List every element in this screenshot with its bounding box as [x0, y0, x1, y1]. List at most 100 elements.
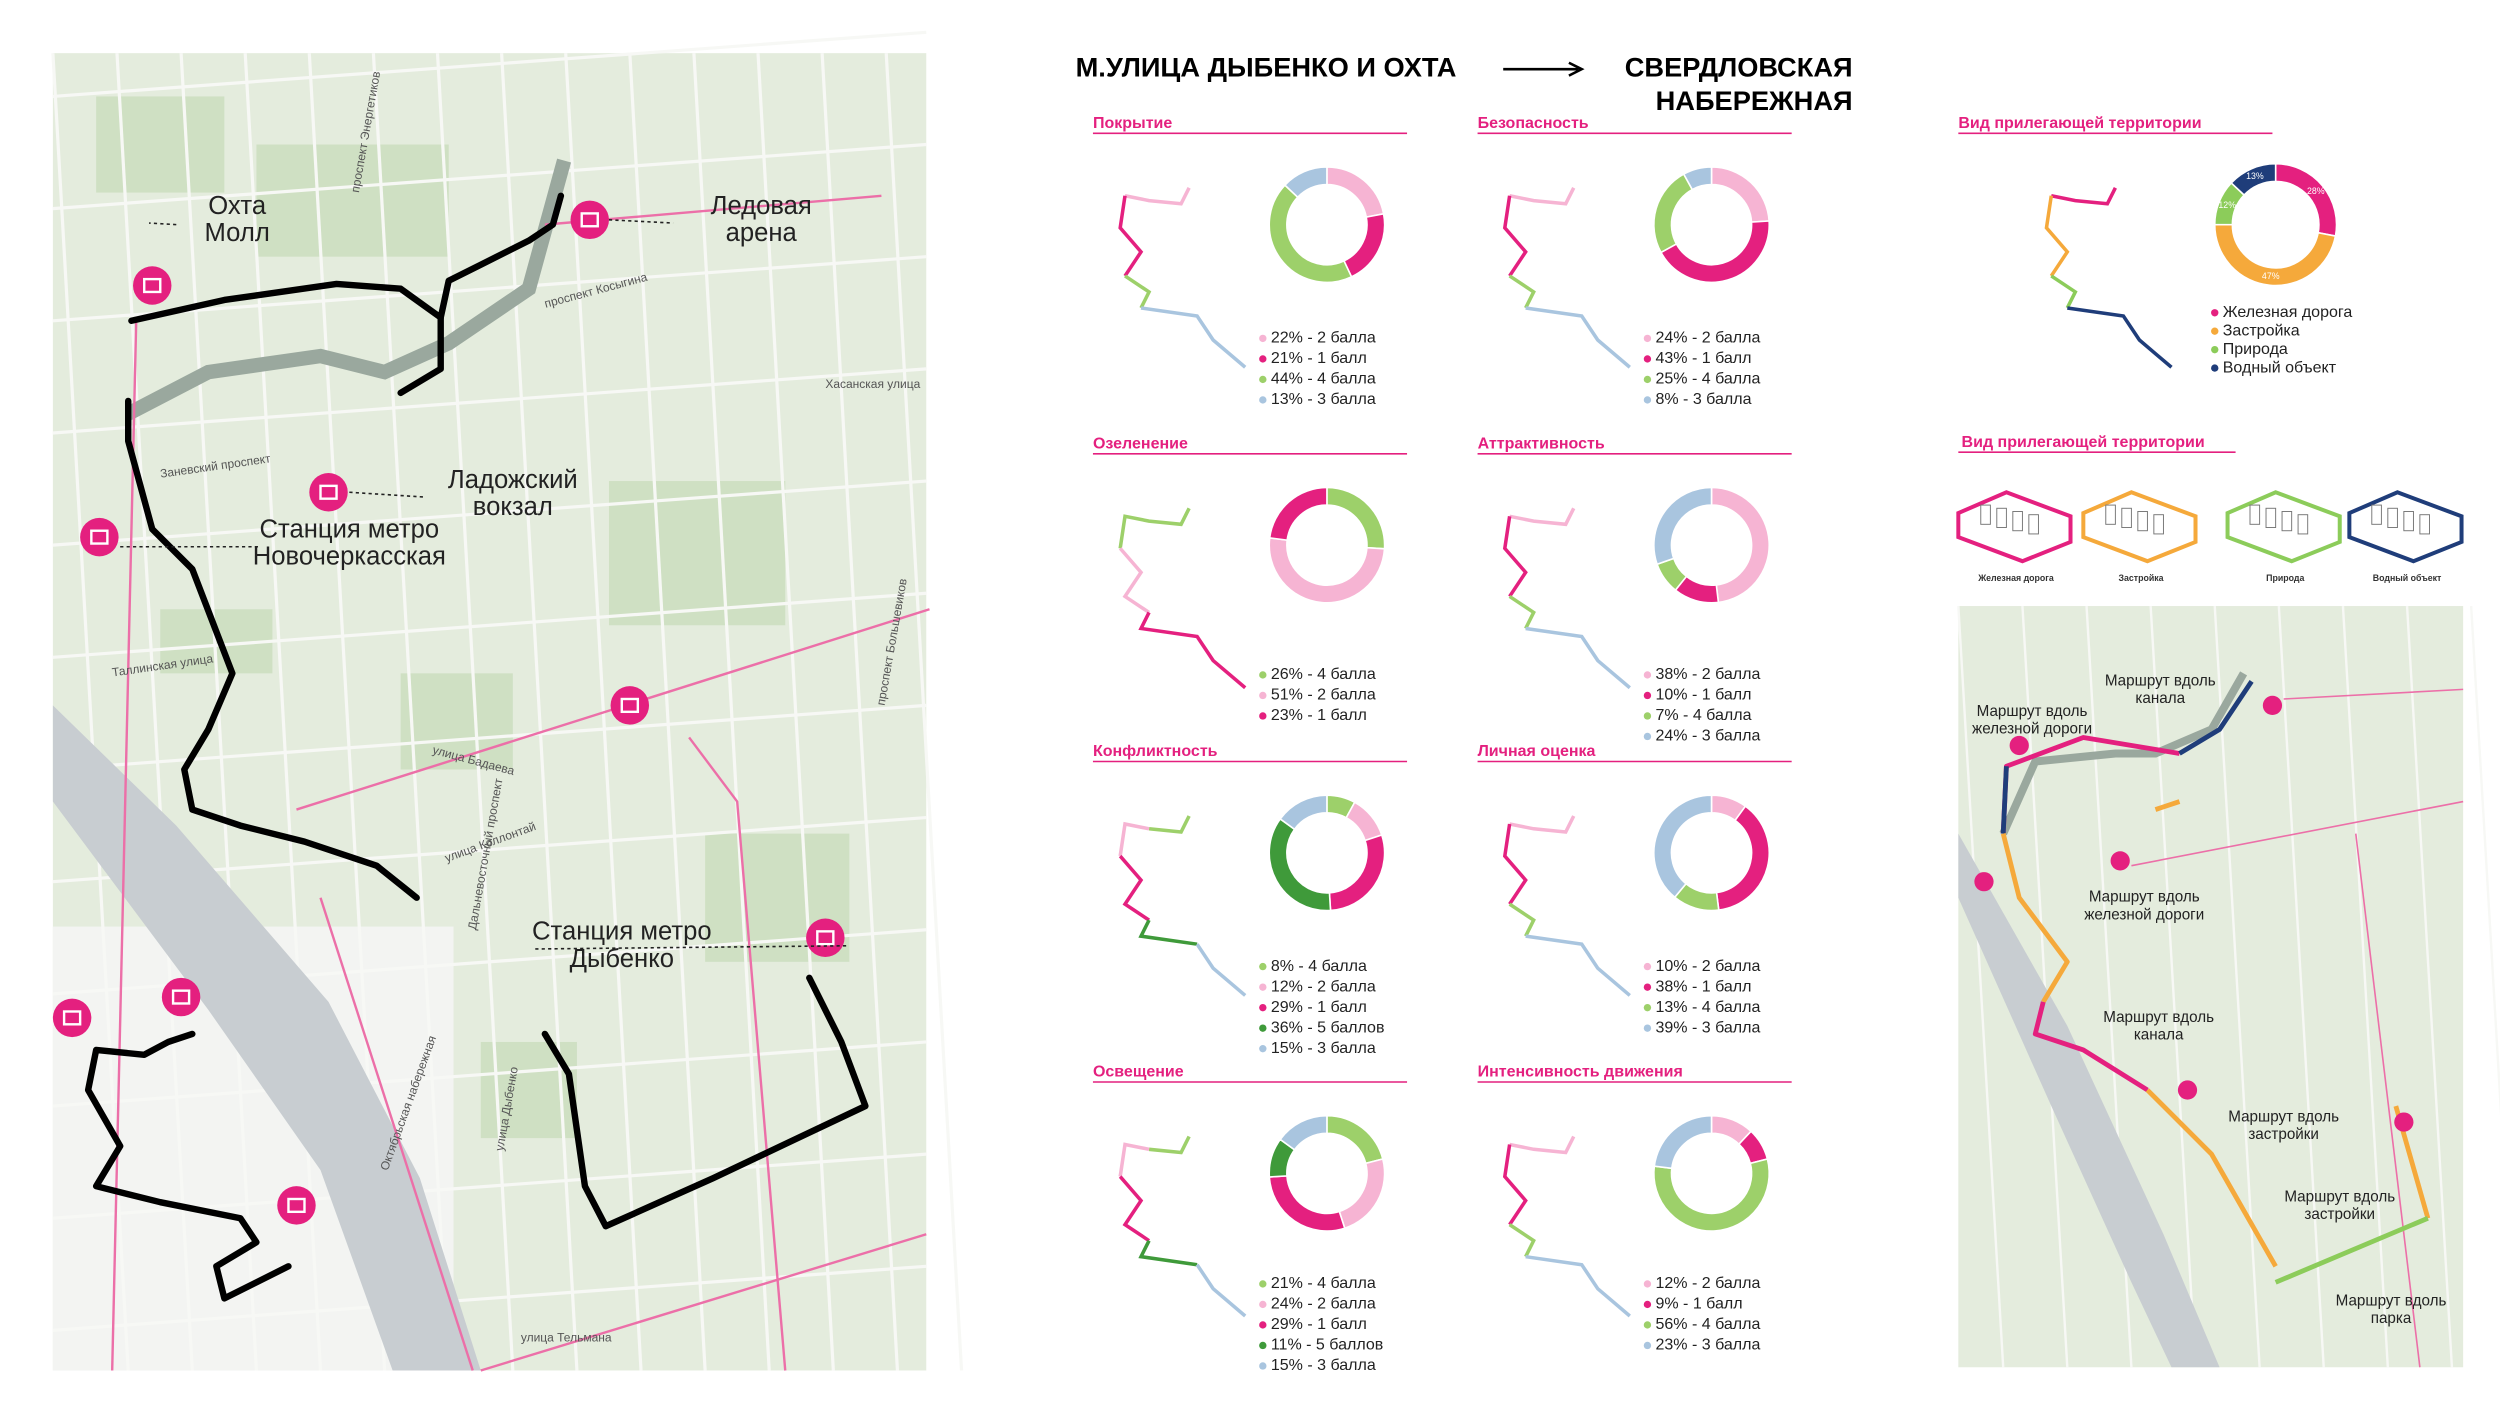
route-label: канала [2134, 1027, 2184, 1044]
route-sketch [1502, 1144, 1528, 1226]
legend-label: 39% - 3 балла [1655, 1018, 1760, 1036]
block-detail [2249, 504, 2261, 525]
route-sketch [1508, 902, 1536, 937]
territory-label: Железная дорога [1977, 573, 2054, 583]
street [2277, 605, 2325, 1368]
segment-label: 12% [2218, 200, 2236, 210]
legend-dot [1259, 1044, 1267, 1053]
route-sketch [1502, 195, 1528, 277]
street [52, 1264, 927, 1333]
legend-label: 12% - 2 балла [1271, 977, 1376, 995]
donut-segment [1710, 486, 1770, 604]
route-sketch [1118, 195, 1144, 277]
legend-label: 24% - 2 балла [1271, 1295, 1376, 1313]
poi-icon [52, 998, 92, 1038]
route-line [397, 314, 444, 397]
route-sketch [1525, 626, 1631, 690]
legend-dot [1643, 1024, 1652, 1032]
donut-segment [1268, 537, 1386, 604]
legend-label: 56% - 4 балла [1655, 1315, 1760, 1333]
legend-dot [1259, 671, 1267, 679]
legend-label: 23% - 1 балл [1271, 706, 1367, 724]
donut-segment [1659, 220, 1770, 284]
legend-dot [1259, 1024, 1267, 1032]
donut-segment [1328, 834, 1386, 912]
poi-icon [161, 977, 201, 1017]
street [2213, 605, 2261, 1368]
river [1958, 833, 2220, 1368]
legend-label: 24% - 2 балла [1655, 329, 1760, 347]
legend-dot [1259, 355, 1267, 363]
route-sketch [1508, 594, 1536, 630]
route-sketch [1140, 306, 1247, 369]
park-area [400, 673, 513, 770]
route-sketch [1509, 815, 1576, 834]
legend-dot [1643, 355, 1652, 363]
route-sketch [1138, 611, 1247, 690]
place-label: Ледовая [711, 192, 812, 220]
block-detail [2121, 507, 2132, 529]
donut-segment [1283, 166, 1328, 199]
poi-icon [133, 266, 172, 305]
donut-segment [1279, 794, 1328, 831]
park-area [256, 144, 449, 257]
route-sketch [1509, 507, 1576, 527]
chart-title: Покрытие [1093, 114, 1172, 132]
place-label: вокзал [473, 493, 553, 521]
leader-line [533, 944, 847, 950]
route-label: Маршрут вдоль [2336, 1293, 2447, 1310]
chart-title: Интенсивность движения [1478, 1063, 1683, 1081]
route-sketch [1138, 919, 1198, 946]
pink-road [2283, 688, 2464, 700]
place-label: Дыбенко [570, 945, 674, 973]
route-sketch [1525, 1254, 1631, 1318]
legend-label: 13% - 3 балла [1271, 390, 1376, 408]
route-line [125, 397, 420, 901]
legend-dot [1259, 1280, 1267, 1288]
route-sketch [1138, 1239, 1198, 1267]
street-label: Хасанская улица [825, 377, 920, 391]
poi-icon [2177, 1080, 2198, 1100]
poi-icon [806, 918, 845, 958]
route-to: НАБЕРЕЖНАЯ [1656, 85, 1853, 116]
legend-label: Железная дорога [2223, 303, 2353, 321]
legend-dot [1259, 983, 1267, 991]
street [52, 703, 927, 772]
route-sketch [1195, 1263, 1247, 1318]
route-label: Маршрут вдоль [2105, 672, 2216, 689]
legend-dot [2211, 364, 2219, 372]
legend-dot [1643, 691, 1652, 700]
route-sketch [1118, 854, 1151, 922]
legend-dot [1259, 1300, 1267, 1309]
legend-label: 43% - 1 балл [1655, 349, 1751, 367]
route-sketch [2067, 306, 2173, 369]
poi-glyph [90, 529, 109, 545]
legend-label: 8% - 3 балла [1655, 390, 1751, 408]
route-sketch [1502, 516, 1528, 598]
route-sketch [1148, 1135, 1191, 1155]
pink-road [319, 897, 474, 1371]
route-sketch [2044, 195, 2070, 277]
legend-label: 21% - 4 балла [1271, 1274, 1376, 1292]
legend-label: 13% - 4 балла [1655, 998, 1760, 1016]
legend-label: 21% - 1 балл [1271, 349, 1367, 367]
legend-label: 23% - 3 балла [1655, 1336, 1760, 1354]
pink-road [110, 320, 138, 1371]
legend-dot [1259, 1362, 1267, 1370]
place-label: Станция метро [532, 918, 712, 946]
canal [124, 158, 572, 421]
legend-dot [1643, 671, 1652, 679]
poi-glyph [143, 277, 162, 294]
route-sketch [1509, 186, 1576, 206]
block-detail [2012, 511, 2023, 532]
legend-dot [1643, 334, 1652, 343]
route-label: застройки [2304, 1206, 2375, 1223]
route-sketch [1118, 547, 1151, 614]
route-sketch [1508, 1223, 1536, 1258]
legend-label: 8% - 4 балла [1271, 957, 1367, 975]
route-label: Маршрут вдоль [2228, 1108, 2339, 1125]
legend-label: 29% - 1 балл [1271, 1315, 1367, 1333]
donut-segment [1653, 172, 1694, 254]
legend-label: 22% - 2 балла [1271, 329, 1376, 347]
poi-icon [277, 1186, 316, 1225]
